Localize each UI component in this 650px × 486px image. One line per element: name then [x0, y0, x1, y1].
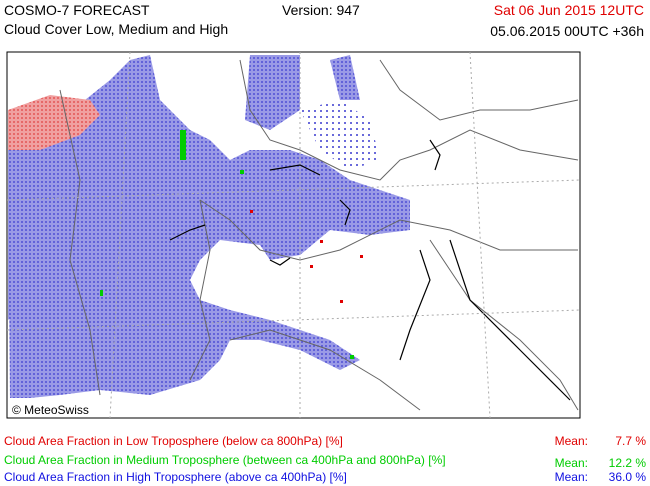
mean-value: 36.0 %: [608, 470, 646, 484]
mean-label: Mean:: [554, 456, 588, 470]
cloud-low: [8, 95, 100, 150]
cloud-medium: [100, 130, 354, 359]
mean-label: Mean:: [554, 470, 588, 484]
mean-value: 7.7 %: [615, 434, 646, 448]
run-time: 05.06.2015 00UTC +36h: [490, 23, 644, 39]
cloud-high: [8, 55, 410, 398]
graticule: [6, 51, 581, 419]
borders: [59, 59, 579, 411]
valid-time: Sat 06 Jun 2015 12UTC: [493, 2, 644, 18]
low-scatter: [250, 210, 363, 303]
model-title: COSMO-7 FORECAST: [4, 2, 150, 18]
mean-label: Mean:: [554, 434, 588, 448]
legend-label: Cloud Area Fraction in Medium Tropospher…: [4, 453, 446, 467]
lakes-coast: [169, 139, 571, 401]
version: Version: 947: [282, 2, 360, 18]
copyright: © MeteoSwiss: [12, 403, 89, 417]
legend-label: Cloud Area Fraction in Low Troposphere (…: [4, 434, 343, 448]
mean-value: 12.2 %: [608, 456, 646, 470]
subtitle: Cloud Cover Low, Medium and High: [4, 21, 229, 37]
copyright-bg: [9, 402, 99, 416]
legend-label: Cloud Area Fraction in High Troposphere …: [4, 470, 347, 484]
